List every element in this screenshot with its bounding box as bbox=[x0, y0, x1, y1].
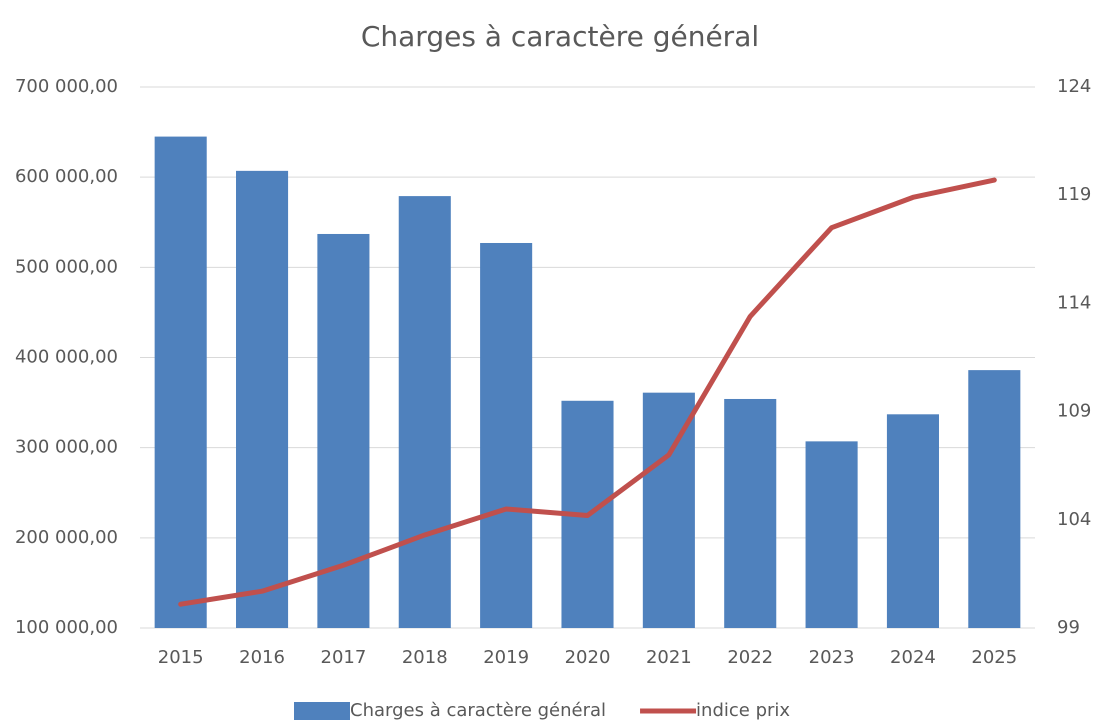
y2-tick-label: 119 bbox=[1057, 184, 1091, 205]
x-tick-label: 2016 bbox=[239, 647, 285, 668]
x-tick-label: 2023 bbox=[809, 647, 855, 668]
bar bbox=[642, 392, 695, 628]
legend-swatch bbox=[294, 702, 350, 720]
y-tick-label: 500 000,00 bbox=[15, 256, 118, 277]
y2-tick-label: 124 bbox=[1057, 76, 1091, 97]
bar bbox=[236, 170, 289, 629]
x-tick-label: 2015 bbox=[158, 647, 204, 668]
y-tick-label: 700 000,00 bbox=[15, 76, 118, 97]
y2-tick-label: 104 bbox=[1057, 509, 1091, 530]
legend-label: indice prix bbox=[696, 700, 790, 720]
chart-title: Charges à caractère général bbox=[361, 20, 759, 53]
y2-tick-label: 109 bbox=[1057, 401, 1091, 422]
y2-tick-label: 114 bbox=[1057, 292, 1091, 313]
y-tick-label: 400 000,00 bbox=[15, 347, 118, 368]
x-tick-label: 2025 bbox=[971, 647, 1017, 668]
bar bbox=[398, 196, 451, 628]
x-tick-label: 2019 bbox=[483, 647, 529, 668]
x-tick-label: 2018 bbox=[402, 647, 448, 668]
bar bbox=[805, 441, 858, 628]
y-tick-label: 100 000,00 bbox=[15, 617, 118, 638]
legend-label: Charges à caractère général bbox=[350, 700, 606, 720]
y2-tick-label: 99 bbox=[1057, 617, 1080, 638]
bar bbox=[154, 136, 207, 628]
x-tick-label: 2020 bbox=[565, 647, 611, 668]
y-tick-label: 300 000,00 bbox=[15, 437, 118, 458]
y-tick-label: 600 000,00 bbox=[15, 166, 118, 187]
bar bbox=[317, 233, 370, 628]
x-tick-label: 2022 bbox=[727, 647, 773, 668]
x-tick-label: 2024 bbox=[890, 647, 936, 668]
x-tick-label: 2021 bbox=[646, 647, 692, 668]
bar bbox=[968, 370, 1021, 628]
y-tick-label: 200 000,00 bbox=[15, 527, 118, 548]
bar bbox=[480, 242, 533, 628]
line bbox=[178, 177, 997, 607]
x-tick-label: 2017 bbox=[321, 647, 367, 668]
bar bbox=[724, 398, 777, 628]
bar bbox=[886, 414, 939, 628]
